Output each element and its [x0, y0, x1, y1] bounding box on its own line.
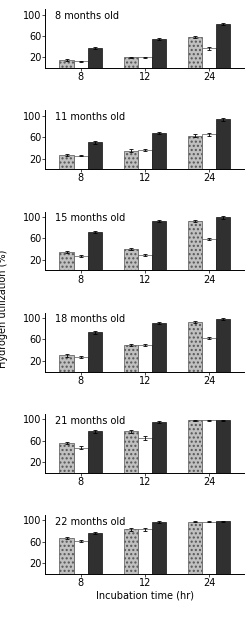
X-axis label: Incubation time (hr): Incubation time (hr): [96, 590, 194, 601]
Bar: [188, 522, 202, 574]
Bar: [152, 323, 166, 371]
Bar: [74, 447, 88, 473]
Bar: [216, 319, 230, 371]
Bar: [138, 529, 152, 574]
Bar: [88, 532, 102, 574]
Bar: [202, 338, 216, 371]
Bar: [216, 24, 230, 68]
Bar: [124, 529, 138, 574]
Bar: [124, 57, 138, 68]
Bar: [74, 156, 88, 169]
Text: 22 months old: 22 months old: [55, 517, 126, 527]
Bar: [188, 37, 202, 68]
Bar: [59, 355, 74, 371]
Bar: [88, 48, 102, 68]
Text: 18 months old: 18 months old: [55, 315, 125, 325]
Bar: [202, 48, 216, 68]
Bar: [59, 155, 74, 169]
Bar: [152, 422, 166, 473]
Bar: [74, 256, 88, 270]
Bar: [74, 357, 88, 371]
Text: 15 months old: 15 months old: [55, 213, 125, 223]
Bar: [124, 431, 138, 473]
Bar: [74, 61, 88, 68]
Bar: [216, 420, 230, 473]
Bar: [188, 136, 202, 169]
Bar: [59, 443, 74, 473]
Bar: [188, 420, 202, 473]
Text: Hydrogen utilization (%): Hydrogen utilization (%): [0, 249, 8, 368]
Bar: [88, 333, 102, 371]
Bar: [202, 135, 216, 169]
Bar: [152, 133, 166, 169]
Bar: [88, 232, 102, 270]
Bar: [74, 540, 88, 574]
Text: 21 months old: 21 months old: [55, 416, 125, 426]
Bar: [202, 239, 216, 270]
Bar: [152, 522, 166, 574]
Bar: [216, 217, 230, 270]
Bar: [216, 120, 230, 169]
Bar: [202, 420, 216, 473]
Bar: [124, 249, 138, 270]
Bar: [138, 57, 152, 68]
Bar: [59, 252, 74, 270]
Bar: [59, 538, 74, 574]
Text: 11 months old: 11 months old: [55, 112, 125, 122]
Bar: [88, 431, 102, 473]
Bar: [124, 151, 138, 169]
Bar: [188, 322, 202, 371]
Bar: [188, 221, 202, 270]
Bar: [138, 255, 152, 270]
Bar: [152, 221, 166, 270]
Bar: [216, 521, 230, 574]
Bar: [138, 150, 152, 169]
Bar: [202, 522, 216, 574]
Bar: [152, 39, 166, 68]
Bar: [59, 60, 74, 68]
Text: 8 months old: 8 months old: [55, 11, 119, 21]
Bar: [88, 143, 102, 169]
Bar: [138, 345, 152, 371]
Bar: [138, 438, 152, 473]
Bar: [124, 345, 138, 371]
